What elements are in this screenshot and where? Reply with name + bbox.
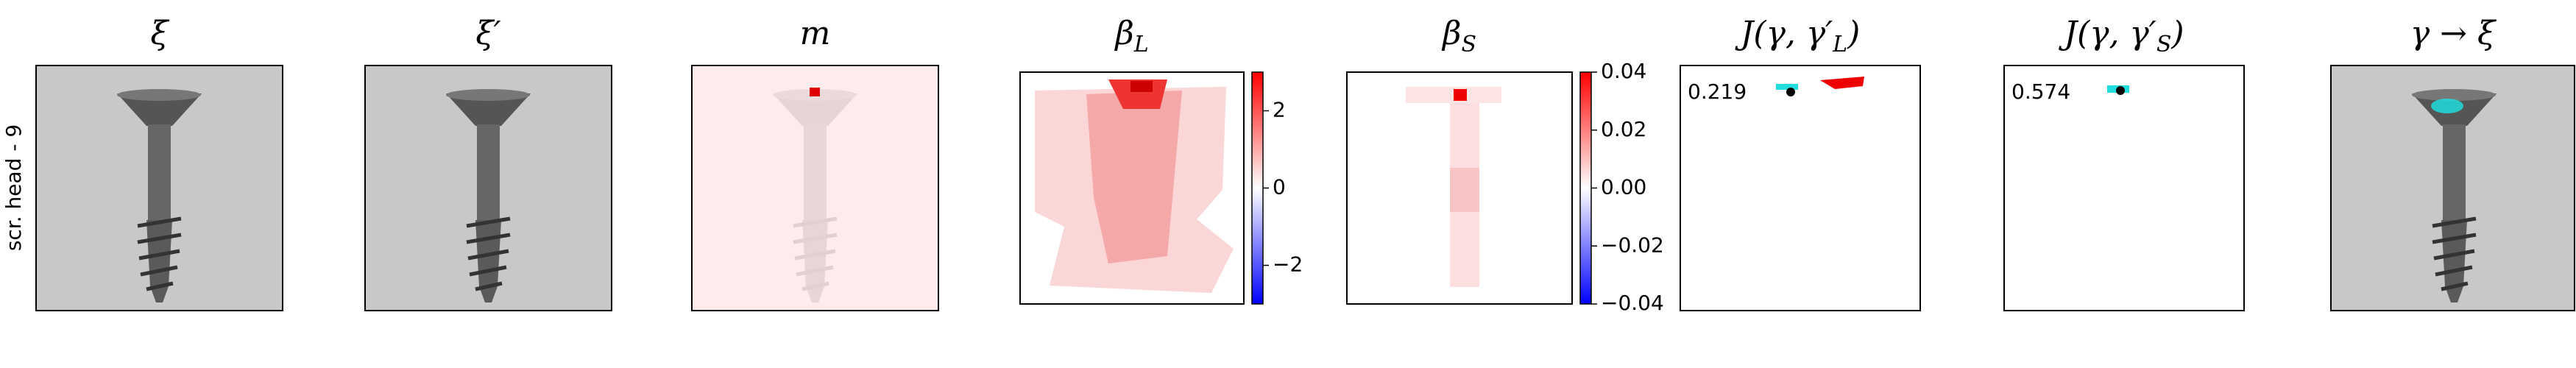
annotation: 0.574 <box>2011 79 2070 104</box>
title-after: ) <box>2170 15 2184 52</box>
map-j-l <box>1680 65 1921 311</box>
colorbar <box>1251 71 1264 305</box>
title-subscript: L <box>1133 32 1149 57</box>
map-j-s <box>2003 65 2245 311</box>
panel-title: γ → ξ <box>2410 15 2497 52</box>
panel-title: ξ <box>150 15 170 52</box>
panel-title: βL <box>1114 15 1148 57</box>
title-subscript: S <box>2156 32 2172 57</box>
mask-m <box>691 65 939 311</box>
panel-title: J(γ, γ′S) <box>2058 15 2184 57</box>
panel-title: ξ′ <box>475 15 500 52</box>
title-text: ξ <box>150 15 170 52</box>
colorbar-tick-label: −0.04 <box>1601 291 1664 315</box>
panel-title: J(γ, γ′L) <box>1735 15 1860 57</box>
title-subscript: L <box>1832 32 1847 57</box>
title-text: β <box>1441 15 1461 52</box>
title-text: J(γ, γ′ <box>1735 15 1833 52</box>
image-xi-prime <box>364 65 612 311</box>
colorbar-tick-label: 0.04 <box>1601 59 1646 83</box>
heatmap-beta-l <box>1019 71 1245 305</box>
title-text: γ → ξ <box>2410 15 2497 52</box>
panel-title: m <box>800 15 831 52</box>
image-overlay <box>2330 65 2575 311</box>
heatmap-beta-s <box>1346 71 1573 305</box>
colorbar <box>1579 71 1592 305</box>
colorbar-tick-label: 2 <box>1273 98 1286 122</box>
annotation: 0.219 <box>1688 79 1747 104</box>
colorbar-tick-label: 0 <box>1273 175 1286 199</box>
colorbar-tick-label: 0.00 <box>1601 175 1646 199</box>
panel-title: βS <box>1441 15 1476 57</box>
row-label: scr. head - 9 <box>1 124 26 251</box>
title-text: β <box>1114 15 1133 52</box>
image-xi <box>35 65 283 311</box>
title-subscript: S <box>1461 32 1476 57</box>
title-after: ) <box>1847 15 1860 52</box>
colorbar-tick-label: 0.02 <box>1601 117 1646 141</box>
title-text: m <box>800 15 831 52</box>
title-text: J(γ, γ′ <box>2058 15 2156 52</box>
title-text: ξ′ <box>475 15 500 52</box>
colorbar-tick-label: −0.02 <box>1601 233 1664 257</box>
colorbar-tick-label: −2 <box>1273 252 1303 277</box>
